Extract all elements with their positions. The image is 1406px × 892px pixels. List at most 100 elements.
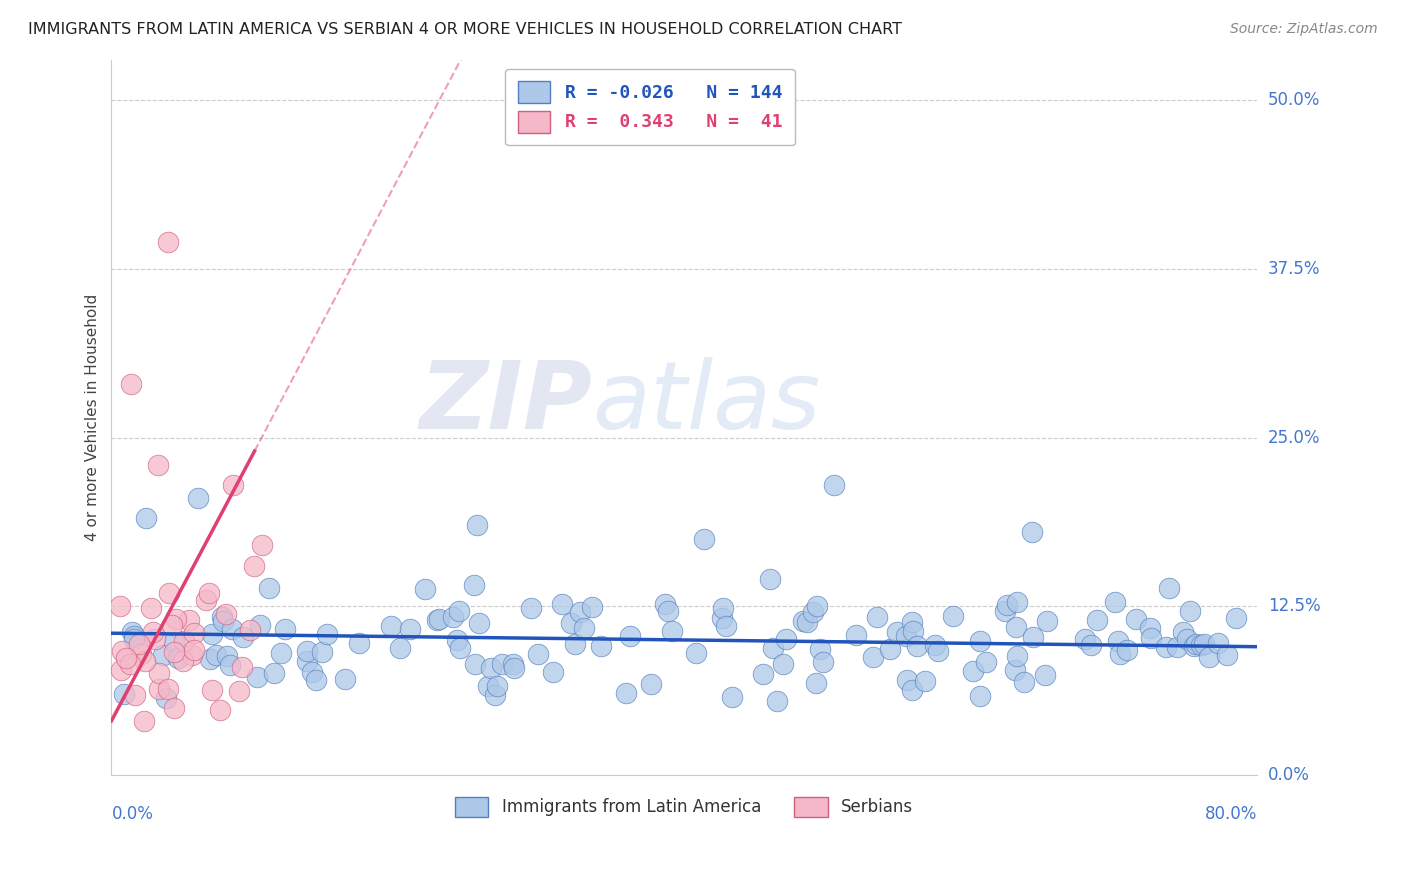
Point — [139, 601, 162, 615]
Point — [543, 665, 565, 679]
Point — [250, 539, 273, 553]
Point — [804, 675, 827, 690]
Point — [1180, 604, 1202, 618]
Point — [614, 686, 637, 700]
Point — [486, 679, 509, 693]
Point — [866, 609, 889, 624]
Point — [179, 613, 201, 627]
Point — [619, 630, 641, 644]
Point — [167, 651, 190, 665]
Point — [447, 604, 470, 618]
Point — [560, 616, 582, 631]
Point — [441, 610, 464, 624]
Point — [901, 615, 924, 630]
Point — [263, 666, 285, 681]
Point — [1125, 612, 1147, 626]
Point — [217, 648, 239, 663]
Text: 0.0%: 0.0% — [1268, 766, 1310, 784]
Point — [297, 644, 319, 658]
Point — [163, 635, 186, 649]
Point — [198, 585, 221, 599]
Point — [484, 688, 506, 702]
Point — [1166, 640, 1188, 654]
Point — [1206, 636, 1229, 650]
Point — [249, 618, 271, 632]
Point — [1182, 640, 1205, 654]
Point — [122, 629, 145, 643]
Point — [305, 673, 328, 687]
Point — [195, 593, 218, 607]
Point — [112, 687, 135, 701]
Point — [886, 624, 908, 639]
Text: 0.0%: 0.0% — [111, 805, 153, 823]
Point — [1033, 667, 1056, 681]
Point — [1157, 582, 1180, 596]
Point — [1109, 647, 1132, 661]
Point — [581, 599, 603, 614]
Point — [896, 673, 918, 687]
Point — [1177, 632, 1199, 647]
Point — [301, 665, 323, 679]
Point — [572, 621, 595, 635]
Point — [201, 683, 224, 698]
Point — [657, 604, 679, 618]
Point — [1154, 640, 1177, 654]
Text: ZIP: ZIP — [419, 357, 592, 449]
Point — [163, 645, 186, 659]
Point — [187, 491, 209, 506]
Point — [165, 612, 187, 626]
Point — [128, 637, 150, 651]
Point — [879, 641, 901, 656]
Point — [503, 661, 526, 675]
Point — [901, 682, 924, 697]
Point — [148, 681, 170, 696]
Point — [969, 633, 991, 648]
Point — [591, 639, 613, 653]
Point — [640, 677, 662, 691]
Point — [792, 614, 814, 628]
Point — [775, 632, 797, 646]
Point — [752, 666, 775, 681]
Text: 80.0%: 80.0% — [1205, 805, 1257, 823]
Point — [231, 660, 253, 674]
Point — [449, 641, 471, 656]
Point — [1185, 637, 1208, 651]
Point — [446, 632, 468, 647]
Point — [491, 657, 513, 672]
Point — [297, 654, 319, 668]
Point — [274, 622, 297, 636]
Point — [219, 658, 242, 673]
Point — [1085, 613, 1108, 627]
Point — [927, 643, 949, 657]
Point — [311, 644, 333, 658]
Point — [1189, 639, 1212, 653]
Point — [942, 608, 965, 623]
Point — [427, 612, 450, 626]
Point — [974, 655, 997, 669]
Point — [183, 643, 205, 657]
Point — [426, 613, 449, 627]
Point — [1107, 634, 1129, 648]
Point — [762, 640, 785, 655]
Text: atlas: atlas — [592, 358, 821, 449]
Point — [110, 663, 132, 677]
Point — [163, 701, 186, 715]
Point — [772, 657, 794, 671]
Point — [129, 647, 152, 661]
Point — [1139, 621, 1161, 635]
Point — [1005, 620, 1028, 634]
Point — [569, 605, 592, 619]
Point — [1004, 663, 1026, 677]
Point — [156, 681, 179, 696]
Point — [172, 654, 194, 668]
Point — [215, 607, 238, 621]
Point — [160, 618, 183, 632]
Point — [463, 578, 485, 592]
Point — [845, 628, 868, 642]
Point — [1005, 595, 1028, 609]
Point — [211, 614, 233, 628]
Point — [1173, 624, 1195, 639]
Point — [399, 622, 422, 636]
Point — [335, 673, 357, 687]
Point — [173, 633, 195, 648]
